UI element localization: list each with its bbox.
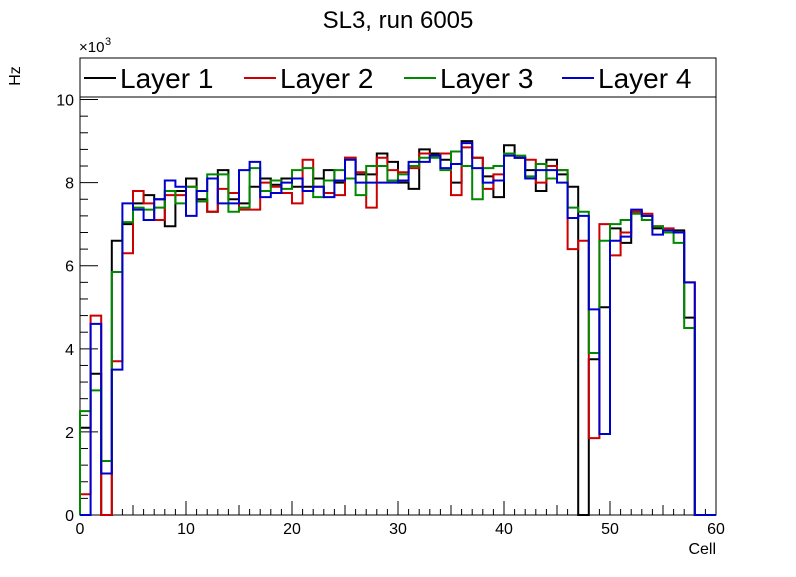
y-tick-label: 8 — [65, 176, 74, 193]
x-tick-label: 50 — [601, 521, 619, 538]
y-tick-label: 2 — [65, 425, 74, 442]
x-axis: 0 10 20 30 40 50 60 — [76, 501, 725, 538]
y-exponent-label: ×10 3 — [79, 36, 111, 56]
x-tick-label: 0 — [76, 521, 85, 538]
legend-label: Layer 2 — [280, 63, 373, 94]
x-tick-label: 30 — [389, 521, 407, 538]
y-exponent-power: 3 — [105, 36, 111, 48]
series-layer — [79, 140, 716, 516]
y-axis-label: Hz — [7, 66, 24, 86]
y-tick-label: 10 — [56, 93, 74, 110]
x-tick-label: 10 — [177, 521, 195, 538]
y-tick-label: 0 — [65, 508, 74, 525]
x-tick-label: 20 — [283, 521, 301, 538]
legend-label: Layer 1 — [120, 63, 213, 94]
y-axis: 0 2 4 6 8 10 — [56, 65, 98, 525]
x-axis-label: Cell — [688, 541, 716, 558]
chart-title: SL3, run 6005 — [323, 7, 474, 34]
x-tick-label: 40 — [495, 521, 513, 538]
legend-label: Layer 4 — [598, 63, 691, 94]
y-tick-label: 4 — [65, 342, 74, 359]
legend-box — [79, 57, 717, 98]
legend: Layer 1 Layer 2 Layer 3 Layer 4 — [79, 57, 717, 98]
y-tick-label: 6 — [65, 259, 74, 276]
series-line-layer-4 — [80, 142, 716, 516]
legend-label: Layer 3 — [440, 63, 533, 94]
x-tick-label: 60 — [707, 521, 725, 538]
y-exponent-base: ×10 — [79, 39, 104, 56]
